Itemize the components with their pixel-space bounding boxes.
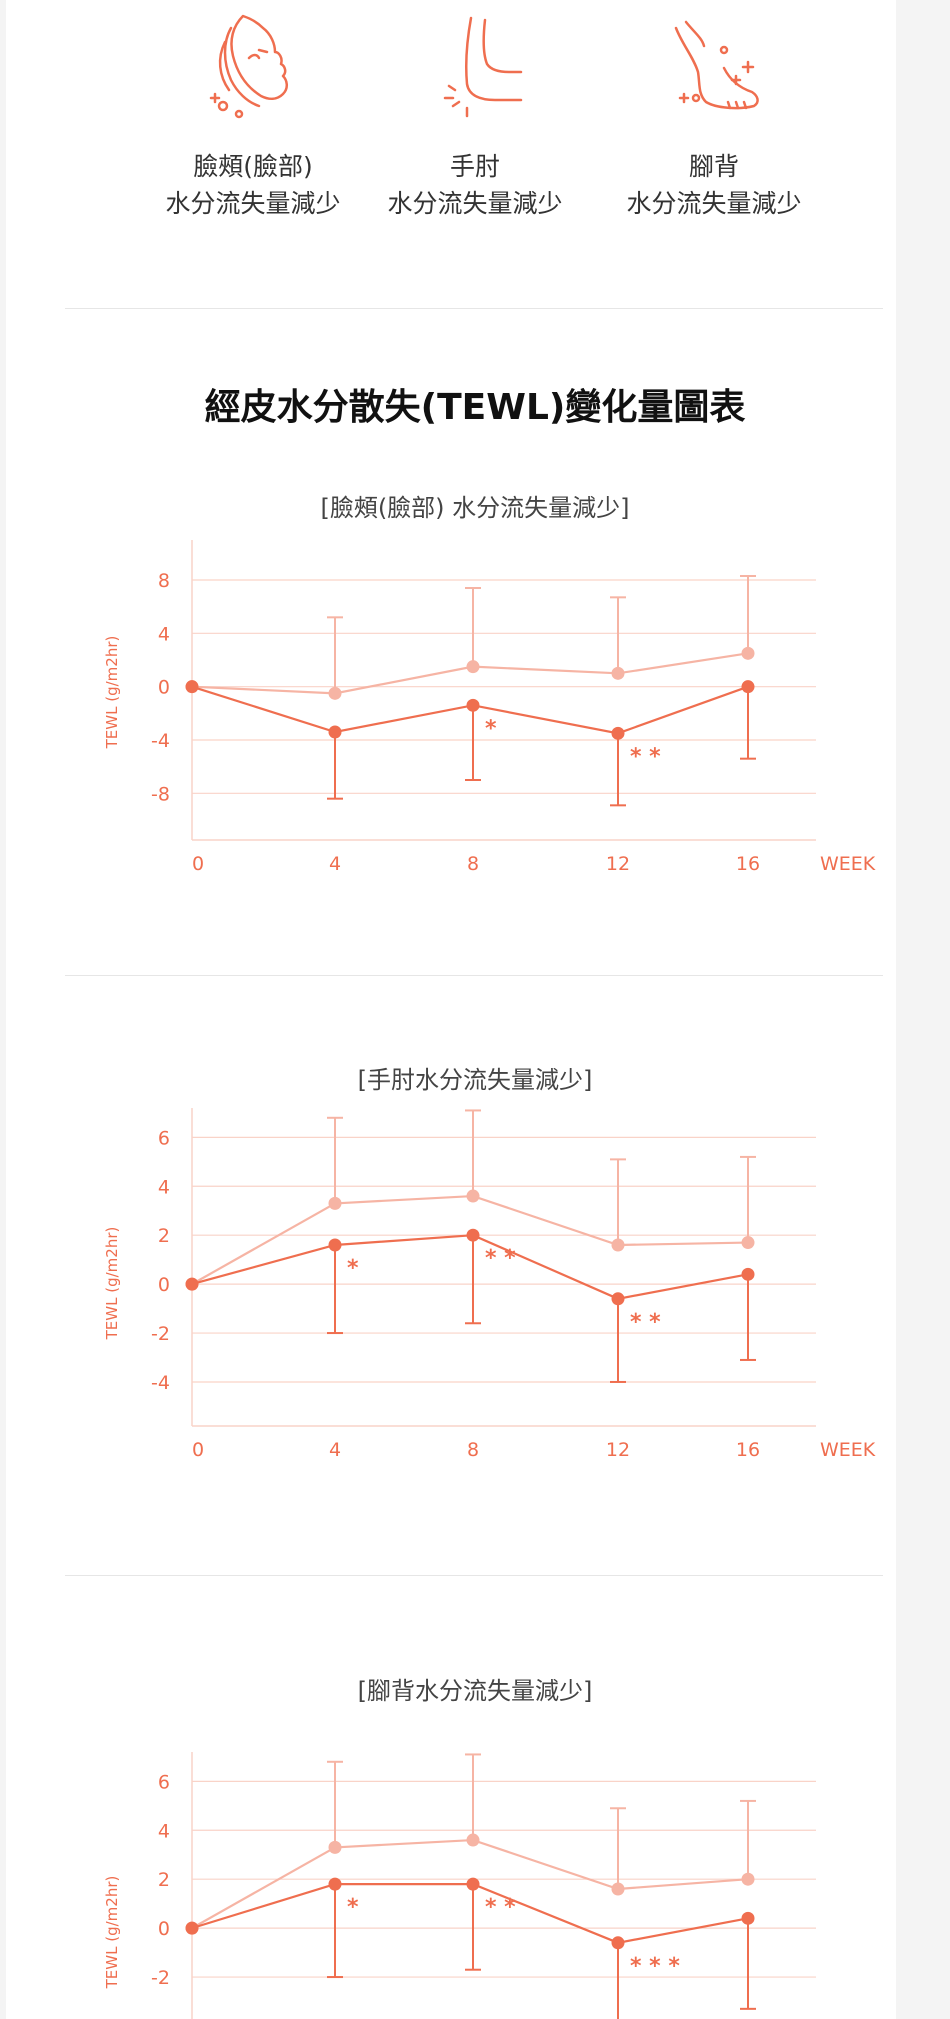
data-point-light: [611, 1238, 625, 1252]
series-line-light: [191, 652, 749, 695]
y-tick-label: 4: [158, 1820, 170, 1842]
data-point-light: [466, 660, 480, 674]
data-point-light: [741, 1872, 755, 1886]
x-tick-label: 0: [192, 1439, 204, 1461]
y-axis-label: TEWL (g/m2hr): [103, 636, 121, 750]
face-icon: [209, 14, 288, 119]
y-tick-label: 2: [158, 1225, 170, 1247]
data-point-light: [611, 666, 625, 680]
foot-block: 腳背 水分流失量減少: [614, 10, 814, 222]
y-tick-label: 0: [158, 1274, 170, 1296]
data-point-dark: [611, 1936, 625, 1950]
x-tick-label: 0: [192, 853, 204, 875]
y-axis-label: TEWL (g/m2hr): [103, 1876, 121, 1990]
chart-face-tewl: 8 4 0 -4 -8 0 4 8 12 16 WEEK TEWL (g/m2hr) * * *: [103, 540, 876, 875]
data-point-light: [328, 1196, 342, 1210]
data-point-dark: [328, 725, 342, 739]
chart-foot-tewl: 6 4 2 0 -2 TEWL (g/m2hr) * * * * * *: [103, 1752, 816, 2019]
data-point-light: [328, 1840, 342, 1854]
x-unit-label: WEEK: [820, 853, 876, 875]
face-label-line2: 水分流失量減少: [165, 189, 341, 218]
divider-1: [65, 308, 883, 309]
x-tick-label: 16: [736, 1439, 760, 1461]
page-title: 經皮水分散失(TEWL)變化量圖表: [204, 387, 746, 428]
chart-elbow-tewl: 6 4 2 0 -2 -4 0 4 8 12 16 WEEK TEWL (g/m2hr) * * * * *: [103, 1108, 876, 1461]
y-tick-label: 0: [158, 1918, 170, 1940]
data-point-dark: [185, 1277, 199, 1291]
y-tick-label: 8: [158, 570, 170, 592]
data-point-dark: [328, 1238, 342, 1252]
significance-mark: * *: [630, 1310, 661, 1335]
data-point-dark: [466, 1877, 480, 1891]
y-tick-label: 4: [158, 623, 170, 645]
y-tick-label: -4: [151, 730, 170, 752]
significance-mark: *: [485, 716, 497, 741]
chart3-title: [腳背水分流失量減少]: [357, 1677, 593, 1705]
x-tick-label: 8: [467, 853, 479, 875]
y-tick-label: 2: [158, 1869, 170, 1891]
data-point-dark: [611, 726, 625, 740]
significance-mark: * *: [630, 744, 661, 769]
face-block: 臉頰(臉部) 水分流失量減少: [153, 10, 353, 222]
series-line-dark: [191, 1882, 749, 1944]
face-label-line1: 臉頰(臉部): [193, 152, 313, 181]
x-tick-label: 16: [736, 853, 760, 875]
y-tick-label: -4: [151, 1372, 170, 1394]
y-tick-label: -8: [151, 783, 170, 805]
significance-mark: * * *: [630, 1954, 680, 1979]
foot-label-line1: 腳背: [688, 152, 739, 181]
data-point-dark: [466, 698, 480, 712]
data-point-dark: [741, 680, 755, 694]
data-point-light: [741, 1236, 755, 1250]
x-tick-label: 12: [606, 853, 630, 875]
y-tick-label: -2: [151, 1967, 170, 1989]
face-label: 臉頰(臉部) 水分流失量減少: [153, 148, 353, 222]
data-point-light: [328, 686, 342, 700]
data-point-dark: [328, 1877, 342, 1891]
elbow-label: 手肘 水分流失量減少: [375, 148, 575, 222]
chart2-title: [手肘水分流失量減少]: [357, 1066, 593, 1094]
elbow-block: 手肘 水分流失量減少: [375, 10, 575, 222]
significance-mark: *: [347, 1256, 359, 1281]
significance-mark: * *: [485, 1895, 516, 1920]
divider-3: [65, 1575, 883, 1576]
foot-label: 腳背 水分流失量減少: [614, 148, 814, 222]
x-tick-label: 8: [467, 1439, 479, 1461]
elbow-label-line1: 手肘: [449, 152, 500, 181]
data-point-dark: [466, 1228, 480, 1242]
y-tick-label: 6: [158, 1771, 170, 1793]
foot-label-line2: 水分流失量減少: [626, 189, 802, 218]
y-tick-label: -2: [151, 1323, 170, 1345]
elbow-label-line2: 水分流失量減少: [387, 189, 563, 218]
y-tick-label: 0: [158, 677, 170, 699]
chart1-title: [臉頰(臉部) 水分流失量減少]: [320, 494, 630, 522]
data-point-dark: [185, 680, 199, 694]
data-point-light: [611, 1882, 625, 1896]
x-tick-label: 4: [329, 1439, 341, 1461]
x-unit-label: WEEK: [820, 1439, 876, 1461]
foot-icon: [674, 20, 759, 110]
data-point-light: [741, 646, 755, 660]
content-panel: [6, 0, 896, 2019]
y-tick-label: 6: [158, 1127, 170, 1149]
data-point-dark: [185, 1921, 199, 1935]
y-axis-label: TEWL (g/m2hr): [103, 1227, 121, 1341]
significance-mark: * *: [485, 1246, 516, 1271]
data-point-light: [466, 1189, 480, 1203]
data-point-light: [466, 1833, 480, 1847]
x-tick-label: 4: [329, 853, 341, 875]
data-point-dark: [741, 1267, 755, 1281]
significance-mark: *: [347, 1895, 359, 1920]
y-tick-label: 4: [158, 1176, 170, 1198]
elbow-icon: [443, 16, 523, 118]
x-tick-label: 12: [606, 1439, 630, 1461]
data-point-dark: [611, 1292, 625, 1306]
data-point-dark: [741, 1911, 755, 1925]
divider-2: [65, 975, 883, 976]
